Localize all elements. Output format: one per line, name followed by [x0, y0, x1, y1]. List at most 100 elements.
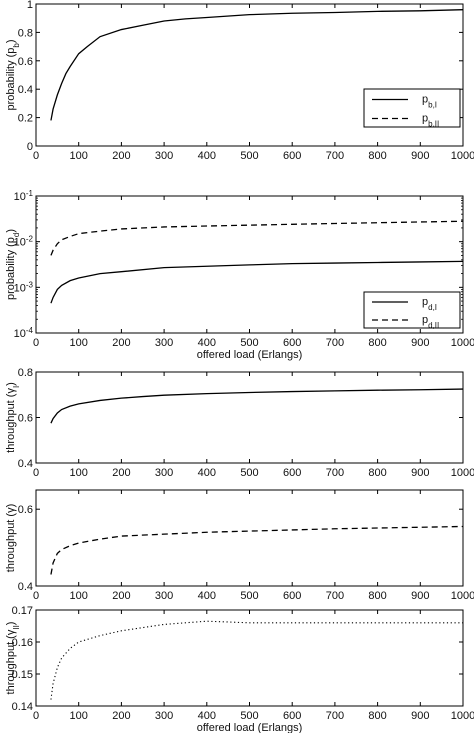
- x-tick-label: 500: [240, 467, 258, 479]
- x-tick-label: 300: [155, 590, 173, 602]
- y-tick-label: 0.14: [12, 701, 33, 713]
- y-tick-label: 0.8: [18, 367, 33, 379]
- y-axis-label: probability (pd): [5, 229, 21, 300]
- x-tick-label: 200: [112, 710, 130, 722]
- x-tick-label: 500: [240, 710, 258, 722]
- chart-4: 0 100 200 300 400 500 600 700 800 900 1000 0.4 0.6th…: [5, 489, 474, 602]
- x-tick-label: 400: [198, 710, 216, 722]
- series-line-1: [50, 620, 463, 700]
- y-tick-label: 0.15: [12, 669, 33, 681]
- x-tick-label: 300: [155, 710, 173, 722]
- x-tick-label: 800: [368, 590, 386, 602]
- x-tick-label: 400: [198, 150, 216, 162]
- x-tick-label: 800: [368, 467, 386, 479]
- y-tick-label: 0.6: [18, 504, 33, 516]
- x-tick-label: 600: [283, 337, 301, 349]
- y-tick-label: 0.4: [18, 84, 33, 96]
- x-tick-label: 200: [112, 590, 130, 602]
- x-tick-label: 0: [33, 710, 39, 722]
- plot-frame: [35, 371, 464, 464]
- x-tick-label: 200: [112, 337, 130, 349]
- y-tick-label: 10-2: [14, 234, 34, 249]
- x-tick-label: 400: [198, 467, 216, 479]
- y-tick-label: 10-3: [14, 280, 34, 295]
- x-tick-label: 1000: [451, 467, 474, 479]
- legend: pd,I pd,II: [363, 291, 461, 330]
- x-tick-label: 600: [283, 467, 301, 479]
- x-tick-label: 600: [283, 710, 301, 722]
- chart-3: 0 100 200 300 400 500 600 700 800 900 1000 0.4 0.6 0.…: [5, 367, 474, 479]
- x-tick-label: 500: [240, 337, 258, 349]
- plot-frame: [35, 489, 464, 587]
- x-tick-label: 0: [33, 590, 39, 602]
- plot-frame: [35, 609, 464, 707]
- series-line-1: [50, 260, 464, 304]
- x-tick-label: 900: [411, 150, 429, 162]
- x-tick-label: 100: [70, 150, 88, 162]
- x-tick-label: 800: [368, 337, 386, 349]
- x-tick-label: 300: [155, 337, 173, 349]
- x-axis-label: offered load (Erlangs): [197, 722, 303, 733]
- y-tick-label: 0.6: [18, 413, 33, 425]
- x-tick-label: 600: [283, 150, 301, 162]
- x-tick-label: 900: [411, 467, 429, 479]
- y-tick-label: 0.4: [18, 458, 33, 470]
- y-tick-label: 0.2: [18, 113, 33, 125]
- y-axis-label: throughput (γI): [5, 382, 21, 453]
- x-axis-label: offered load (Erlangs): [197, 349, 303, 361]
- x-tick-label: 700: [326, 710, 344, 722]
- series-line-1: [50, 525, 464, 575]
- x-tick-label: 200: [112, 150, 130, 162]
- y-axis-label: throughput (γII): [5, 622, 21, 695]
- y-tick-label: 0.17: [12, 605, 33, 617]
- x-tick-label: 400: [198, 590, 216, 602]
- x-tick-label: 300: [155, 150, 173, 162]
- x-tick-label: 500: [240, 590, 258, 602]
- legend-label: pd,II: [422, 314, 439, 330]
- legend-label: pb,I: [422, 94, 437, 110]
- chart-1: 0 100 200 300 400 500 600 700 800 900 1000 0 0.2 0.4 0…: [5, 0, 474, 162]
- y-axis-label: probability (pb): [5, 39, 21, 110]
- x-tick-label: 400: [198, 337, 216, 349]
- series-line-2: [50, 220, 464, 256]
- y-tick-label: 0.16: [12, 637, 33, 649]
- x-tick-label: 500: [240, 150, 258, 162]
- x-tick-label: 0: [33, 337, 39, 349]
- x-tick-label: 0: [33, 150, 39, 162]
- legend-box: [363, 291, 461, 329]
- x-tick-label: 600: [283, 590, 301, 602]
- legend: pb,I pb,II: [363, 88, 461, 129]
- x-tick-label: 0: [33, 467, 39, 479]
- y-tick-label: 0.4: [18, 581, 33, 593]
- y-axis-label: throughput (γ): [5, 504, 17, 572]
- y-tick-label: 10-1: [14, 189, 34, 204]
- x-tick-label: 100: [70, 337, 88, 349]
- series-line-1: [50, 388, 464, 424]
- x-tick-label: 800: [368, 150, 386, 162]
- x-tick-label: 100: [70, 467, 88, 479]
- x-tick-label: 900: [411, 710, 429, 722]
- x-tick-label: 1000: [451, 590, 474, 602]
- x-tick-label: 1000: [451, 150, 474, 162]
- legend-label: pb,II: [422, 113, 439, 129]
- x-tick-label: 200: [112, 467, 130, 479]
- chart-2: 0 100 200 300 400 500 600 700 800 900 1000 10-4 10-3…: [5, 189, 474, 362]
- x-tick-label: 1000: [451, 337, 474, 349]
- legend-box: [363, 88, 461, 128]
- x-tick-label: 700: [326, 467, 344, 479]
- x-tick-label: 1000: [451, 710, 474, 722]
- y-tick-label: 10-4: [14, 326, 34, 341]
- x-tick-label: 300: [155, 467, 173, 479]
- legend-label: pd,I: [422, 296, 437, 312]
- y-tick-label: 1: [27, 0, 33, 11]
- series-line-1: [50, 9, 464, 121]
- x-tick-label: 700: [326, 590, 344, 602]
- x-tick-label: 100: [70, 590, 88, 602]
- x-tick-label: 700: [326, 150, 344, 162]
- x-tick-label: 900: [411, 590, 429, 602]
- x-tick-label: 700: [326, 337, 344, 349]
- x-tick-label: 900: [411, 337, 429, 349]
- x-tick-label: 100: [70, 710, 88, 722]
- y-tick-label: 0: [27, 141, 33, 153]
